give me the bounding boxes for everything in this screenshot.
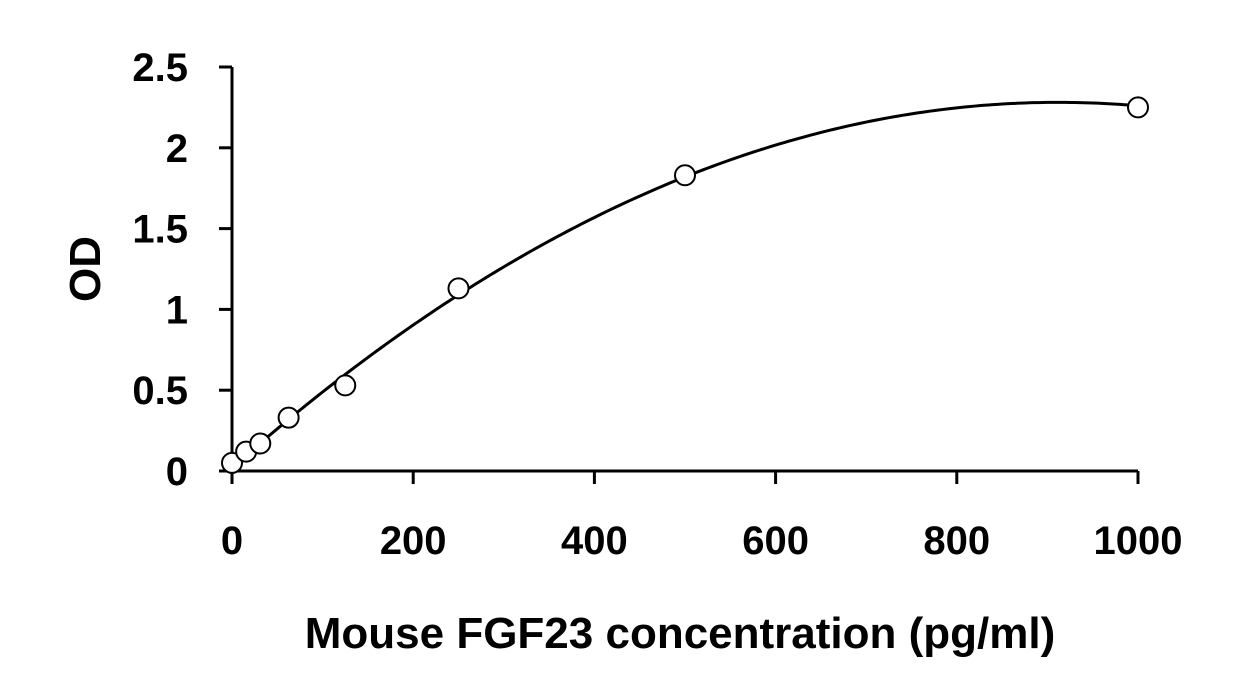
data-point <box>335 375 355 395</box>
y-tick-label: 2 <box>166 127 188 171</box>
x-tick-label: 600 <box>742 519 809 563</box>
data-point <box>675 165 695 185</box>
x-tick-label: 0 <box>221 519 243 563</box>
y-tick-label: 2.5 <box>132 46 188 90</box>
data-point <box>1128 97 1148 117</box>
data-point <box>449 278 469 298</box>
data-point <box>279 408 299 428</box>
fit-curve-layer <box>232 102 1138 467</box>
data-point <box>250 434 270 454</box>
axis-ticks: 0 200 400 600 800 1000 0 0.5 1 1.5 2 2.5 <box>132 46 1182 563</box>
y-tick-label: 0.5 <box>132 369 188 413</box>
fit-curve-line <box>232 102 1138 467</box>
x-tick-label: 800 <box>923 519 990 563</box>
y-tick-label: 1.5 <box>132 208 188 252</box>
y-tick-label: 0 <box>166 450 188 494</box>
x-tick-label: 1000 <box>1094 519 1183 563</box>
x-tick-label: 400 <box>561 519 628 563</box>
y-tick-label: 1 <box>166 288 188 332</box>
axes <box>232 67 1138 471</box>
data-points <box>222 97 1148 473</box>
x-tick-label: 200 <box>380 519 447 563</box>
y-axis-title: OD <box>61 236 110 302</box>
x-axis-title: Mouse FGF23 concentration (pg/ml) <box>305 609 1056 658</box>
